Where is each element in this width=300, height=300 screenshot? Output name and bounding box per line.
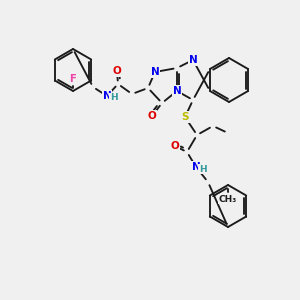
Text: F: F [70, 74, 76, 84]
Text: N: N [151, 67, 159, 77]
Text: O: O [112, 66, 122, 76]
Text: CH₃: CH₃ [219, 194, 237, 203]
Text: N: N [103, 91, 111, 101]
Text: N: N [189, 55, 197, 65]
Text: H: H [110, 94, 118, 103]
Text: N: N [192, 162, 200, 172]
Text: O: O [171, 141, 179, 151]
Text: S: S [181, 112, 189, 122]
Text: H: H [199, 164, 207, 173]
Text: N: N [172, 86, 182, 96]
Text: O: O [148, 111, 156, 121]
